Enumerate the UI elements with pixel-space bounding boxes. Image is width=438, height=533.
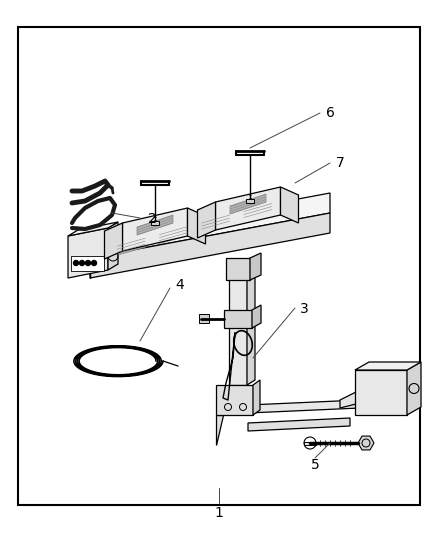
Polygon shape — [340, 380, 380, 408]
Polygon shape — [123, 208, 187, 251]
Polygon shape — [215, 187, 280, 230]
Polygon shape — [248, 400, 360, 413]
Text: 1: 1 — [215, 506, 223, 520]
Polygon shape — [187, 208, 205, 244]
Polygon shape — [68, 228, 108, 278]
Polygon shape — [105, 223, 123, 259]
Polygon shape — [199, 314, 209, 323]
Polygon shape — [252, 305, 261, 328]
Polygon shape — [226, 258, 250, 280]
Polygon shape — [280, 187, 299, 223]
Polygon shape — [244, 200, 272, 221]
Polygon shape — [90, 213, 330, 278]
Polygon shape — [117, 235, 145, 255]
Polygon shape — [230, 194, 266, 214]
Text: 4: 4 — [175, 278, 184, 292]
Polygon shape — [250, 253, 261, 280]
Text: 5: 5 — [311, 458, 319, 472]
Text: 7: 7 — [336, 156, 345, 170]
Circle shape — [85, 261, 91, 265]
Polygon shape — [216, 415, 223, 445]
Polygon shape — [224, 310, 252, 328]
Polygon shape — [358, 436, 374, 450]
Polygon shape — [246, 199, 254, 203]
Polygon shape — [201, 212, 230, 232]
Text: 2: 2 — [148, 212, 157, 226]
Polygon shape — [159, 224, 187, 244]
Polygon shape — [407, 362, 421, 415]
Polygon shape — [68, 222, 118, 236]
Polygon shape — [198, 202, 215, 238]
Polygon shape — [229, 275, 247, 385]
Polygon shape — [355, 362, 421, 370]
FancyBboxPatch shape — [18, 27, 420, 505]
Polygon shape — [304, 441, 316, 445]
Polygon shape — [355, 370, 407, 415]
Text: 3: 3 — [300, 302, 309, 316]
Polygon shape — [253, 380, 260, 415]
Circle shape — [80, 261, 85, 265]
Polygon shape — [248, 418, 350, 431]
Circle shape — [74, 261, 78, 265]
Polygon shape — [90, 193, 330, 258]
Polygon shape — [137, 215, 173, 235]
Polygon shape — [216, 385, 253, 415]
Polygon shape — [108, 222, 118, 270]
Polygon shape — [151, 221, 159, 225]
FancyBboxPatch shape — [71, 255, 103, 271]
Polygon shape — [247, 270, 255, 385]
Text: 6: 6 — [326, 106, 335, 120]
Circle shape — [92, 261, 96, 265]
